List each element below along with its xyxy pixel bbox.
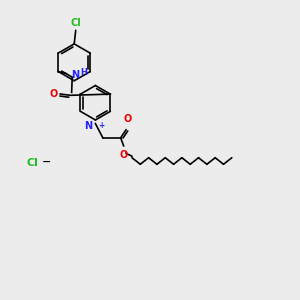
Text: +: + — [98, 121, 104, 130]
Text: Cl: Cl — [70, 17, 81, 28]
Text: O: O — [119, 150, 128, 160]
Text: N: N — [84, 122, 92, 131]
Text: H: H — [80, 68, 87, 76]
Text: Cl: Cl — [27, 158, 38, 168]
Text: −: − — [41, 157, 51, 167]
Text: N: N — [72, 70, 80, 80]
Text: O: O — [50, 89, 58, 99]
Text: O: O — [123, 114, 131, 124]
